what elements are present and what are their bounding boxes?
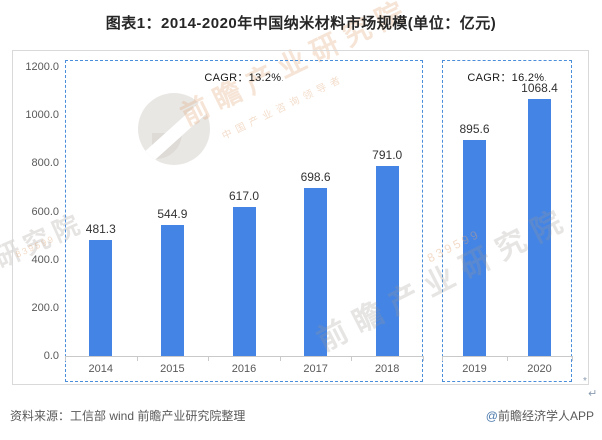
bar-2014 [89, 240, 113, 356]
y-axis-label: 200.0 [31, 301, 59, 314]
x-axis-line [65, 356, 423, 357]
attribution: @前瞻经济学人APP [485, 409, 594, 423]
x-axis-label-2016: 2016 [231, 363, 257, 375]
at-logo-icon: @ [485, 409, 498, 423]
x-axis-tick [136, 356, 138, 361]
page-title: 图表1：2014-2020年中国纳米材料市场规模(单位：亿元) [105, 15, 497, 32]
cagr-label-2014-2018: CAGR：13.2%. [204, 72, 284, 84]
y-axis-label: 800.0 [31, 157, 59, 170]
y-axis-label: 400.0 [31, 253, 59, 266]
x-axis-tick [65, 356, 66, 361]
x-axis-label-2014: 2014 [88, 363, 114, 375]
x-axis-label-2018: 2018 [374, 363, 400, 375]
x-axis-label-2017: 2017 [303, 363, 328, 375]
formatting-mark-return: ↵ [588, 388, 598, 400]
y-axis-label: 1200.0 [25, 61, 59, 73]
source-note: 资料来源：工信部 wind 前瞻产业研究院整理 [10, 409, 246, 423]
y-axis-label: 0.0 [43, 350, 59, 362]
formatting-dot: . [281, 76, 284, 83]
x-axis-label-2019: 2019 [462, 363, 487, 375]
formatting-mark-asterisk: * [583, 376, 587, 387]
x-axis-tick [279, 356, 281, 361]
group-box-2019-2020: CAGR：16.2%. [442, 60, 572, 382]
value-label-2018: 791.0 [372, 148, 403, 162]
value-label-2015: 544.9 [157, 207, 188, 221]
y-axis-label: 1000.0 [25, 109, 59, 122]
bar-2016 [232, 207, 256, 356]
bar-2015 [160, 225, 184, 356]
y-axis-label: 600.0 [31, 205, 59, 218]
x-axis-tick [351, 356, 353, 361]
value-label-2019: 895.6 [459, 122, 490, 136]
value-label-2017: 698.6 [300, 170, 331, 184]
bar-2018 [375, 166, 399, 356]
bar-2017 [304, 188, 328, 356]
value-label-2014: 481.3 [85, 222, 116, 236]
x-axis-label-2015: 2015 [160, 363, 185, 375]
group-box-2014-2018: CAGR：13.2%. [65, 60, 423, 382]
x-axis-tick [442, 356, 443, 361]
value-label-2020: 1068.4 [521, 81, 558, 95]
chart-panel: 1200.0 1000.0 800.0 600.0 400.0 200.0 0.0 CAGR… [12, 50, 589, 385]
x-axis-tick [572, 356, 573, 361]
bar-2020 [528, 99, 551, 356]
x-axis-label-2020: 2020 [527, 363, 552, 375]
footer: 资料来源：工信部 wind 前瞻产业研究院整理 @前瞻经济学人APP [10, 407, 594, 424]
formatting-dot: . [544, 76, 547, 83]
cagr-label-2019-2020: CAGR：16.2%. [467, 72, 547, 84]
x-axis-tick [423, 356, 424, 361]
bar-2019 [463, 140, 486, 356]
value-label-2016: 617.0 [228, 189, 260, 203]
x-axis-tick [507, 356, 508, 361]
x-axis-tick [208, 356, 210, 361]
